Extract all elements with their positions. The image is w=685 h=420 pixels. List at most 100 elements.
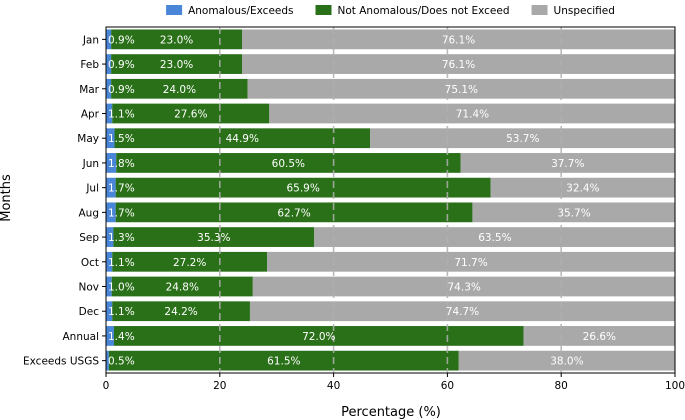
data-label-dec-series-0: 1.1%: [108, 306, 135, 318]
y-axis-label: Months: [0, 174, 14, 222]
data-label-feb-series-0: 0.9%: [108, 59, 135, 71]
data-labels: 0.9% 23.0% 76.1% 0.9% 23.0% 76.1% 0.9% 24.0% 75.…: [108, 34, 616, 367]
legend-label-2: Unspecified: [554, 5, 615, 17]
data-label-feb-series-1: 23.0%: [160, 59, 193, 71]
bar-nov-series-1: [111, 276, 253, 297]
x-axis-label: Percentage (%): [341, 405, 441, 420]
bar-sep-series-0: [106, 227, 114, 247]
y-tick-label-may: May: [77, 133, 99, 145]
data-label-may-series-1: 44.9%: [226, 133, 259, 145]
data-label-aug-series-0: 1.7%: [108, 207, 135, 219]
data-label-exceeds-usgs-series-2: 38.0%: [550, 356, 583, 368]
bar-aug-series-2: [472, 202, 675, 223]
data-label-may-series-0: 1.5%: [108, 133, 135, 145]
y-tick-label-jun: Jun: [82, 158, 99, 170]
legend-swatch-0: [166, 5, 183, 15]
data-label-sep-series-2: 63.5%: [478, 232, 511, 244]
data-label-jul-series-2: 32.4%: [566, 183, 599, 195]
x-tick-label-40: 40: [327, 380, 340, 392]
bar-jul-series-0: [106, 177, 116, 198]
x-tick-label-100: 100: [665, 380, 685, 392]
data-label-apr-series-0: 1.1%: [108, 109, 135, 121]
data-label-annual-series-1: 72.0%: [302, 331, 335, 343]
bar-dec-series-0: [106, 301, 113, 322]
y-tick-label-oct: Oct: [81, 257, 99, 269]
bar-dec-series-2: [249, 301, 675, 322]
bar-exceeds-usgs-series-1: [108, 350, 459, 371]
data-label-oct-series-2: 71.7%: [454, 257, 487, 269]
bar-may-series-1: [114, 128, 371, 149]
bar-jul-series-1: [115, 177, 491, 198]
bars-group: [106, 29, 675, 371]
data-label-exceeds-usgs-series-1: 61.5%: [267, 356, 300, 368]
y-tick-label-aug: Aug: [78, 207, 99, 219]
data-label-annual-series-0: 1.4%: [108, 331, 135, 343]
axes: 0 20 40 60 80 100 Jan Feb Mar Apr May Jun Jul Aug Sep O…: [23, 26, 685, 392]
y-tick-label-sep: Sep: [79, 232, 99, 244]
y-tick-label-feb: Feb: [80, 59, 99, 71]
bar-annual-series-1: [113, 326, 524, 346]
bar-exceeds-usgs-series-2: [458, 350, 675, 371]
bar-oct-series-0: [106, 251, 113, 272]
bar-jan-series-1: [111, 29, 242, 50]
bar-sep-series-1: [113, 227, 315, 247]
data-label-jul-series-1: 65.9%: [286, 183, 319, 195]
data-label-oct-series-0: 1.1%: [108, 257, 135, 269]
bar-may-series-2: [370, 128, 675, 149]
gridlines: [219, 27, 563, 373]
data-label-may-series-2: 53.7%: [506, 133, 539, 145]
y-tick-label-dec: Dec: [79, 306, 100, 318]
y-tick-label-exceeds-usgs: Exceeds USGS: [23, 356, 99, 368]
data-label-jun-series-1: 60.5%: [272, 158, 305, 170]
x-tick-label-80: 80: [555, 380, 568, 392]
data-label-annual-series-2: 26.6%: [583, 331, 616, 343]
bar-apr-series-0: [106, 103, 113, 124]
bar-oct-series-1: [112, 251, 268, 272]
bar-nov-series-0: [106, 276, 112, 297]
data-label-aug-series-1: 62.7%: [277, 207, 310, 219]
bar-sep-series-2: [314, 227, 675, 247]
bar-aug-series-1: [115, 202, 473, 223]
data-label-jul-series-0: 1.7%: [108, 183, 135, 195]
data-label-jan-series-0: 0.9%: [108, 34, 135, 46]
bar-exceeds-usgs-series-0: [106, 350, 109, 371]
legend-label-1: Not Anomalous/Does not Exceed: [338, 5, 510, 17]
bar-mar-series-0: [106, 78, 112, 99]
data-label-oct-series-1: 27.2%: [173, 257, 206, 269]
data-label-nov-series-2: 74.3%: [448, 282, 481, 294]
data-label-nov-series-0: 1.0%: [108, 282, 135, 294]
bar-jan-series-2: [241, 29, 675, 50]
bar-annual-series-0: [106, 326, 114, 346]
bar-jun-series-1: [116, 153, 461, 173]
x-tick-label-60: 60: [441, 380, 454, 392]
legend-label-0: Anomalous/Exceeds: [188, 5, 293, 17]
data-label-sep-series-0: 1.3%: [108, 232, 135, 244]
y-tick-label-nov: Nov: [79, 282, 100, 294]
y-tick-label-jan: Jan: [82, 34, 99, 46]
bar-mar-series-1: [111, 78, 248, 99]
bar-jun-series-2: [460, 153, 675, 173]
bar-oct-series-2: [267, 251, 675, 272]
legend: Anomalous/Exceeds Not Anomalous/Does not …: [166, 5, 615, 17]
bar-apr-series-1: [112, 103, 270, 124]
y-tick-label-jul: Jul: [85, 183, 99, 195]
x-tick-label-0: 0: [103, 380, 110, 392]
legend-swatch-2: [531, 5, 548, 15]
bar-jan-series-0: [106, 29, 112, 50]
data-label-apr-series-1: 27.6%: [174, 109, 207, 121]
data-label-apr-series-2: 71.4%: [456, 109, 489, 121]
data-label-jun-series-2: 37.7%: [551, 158, 584, 170]
bar-nov-series-2: [252, 276, 675, 297]
data-label-dec-series-1: 24.2%: [164, 306, 197, 318]
x-tick-label-20: 20: [213, 380, 226, 392]
data-label-sep-series-1: 35.3%: [197, 232, 230, 244]
bar-jun-series-0: [106, 153, 117, 173]
bar-may-series-0: [106, 128, 115, 149]
bar-mar-series-2: [247, 78, 675, 99]
data-label-jan-series-1: 23.0%: [160, 34, 193, 46]
y-tick-label-mar: Mar: [79, 84, 99, 96]
data-label-mar-series-2: 75.1%: [445, 84, 478, 96]
data-label-mar-series-1: 24.0%: [163, 84, 196, 96]
data-label-jun-series-0: 1.8%: [108, 158, 135, 170]
bar-aug-series-0: [106, 202, 116, 223]
